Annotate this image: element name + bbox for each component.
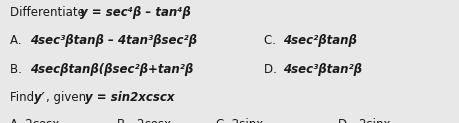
Text: y = sin2xcscx: y = sin2xcscx [85,91,174,104]
Text: Find: Find [10,91,38,104]
Text: D.: D. [264,63,284,76]
Text: , given: , given [46,91,90,104]
Text: y′: y′ [34,91,45,104]
Text: B.: B. [10,63,29,76]
Text: D. -2sinx: D. -2sinx [337,118,390,123]
Text: C.: C. [264,34,283,47]
Text: 4sec³βtanβ – 4tan³βsec²β: 4sec³βtanβ – 4tan³βsec²β [30,34,196,47]
Text: A. 2cosx: A. 2cosx [10,118,59,123]
Text: y = sec⁴β – tan⁴β: y = sec⁴β – tan⁴β [80,6,191,19]
Text: B. -2cosx: B. -2cosx [117,118,171,123]
Text: A.: A. [10,34,29,47]
Text: 4sec²βtanβ: 4sec²βtanβ [282,34,356,47]
Text: 4sec³βtan²β: 4sec³βtan²β [282,63,361,76]
Text: Differentiate: Differentiate [10,6,89,19]
Text: 4secβtanβ(βsec²β+tan²β: 4secβtanβ(βsec²β+tan²β [30,63,193,76]
Text: C. 2sinx: C. 2sinx [216,118,263,123]
